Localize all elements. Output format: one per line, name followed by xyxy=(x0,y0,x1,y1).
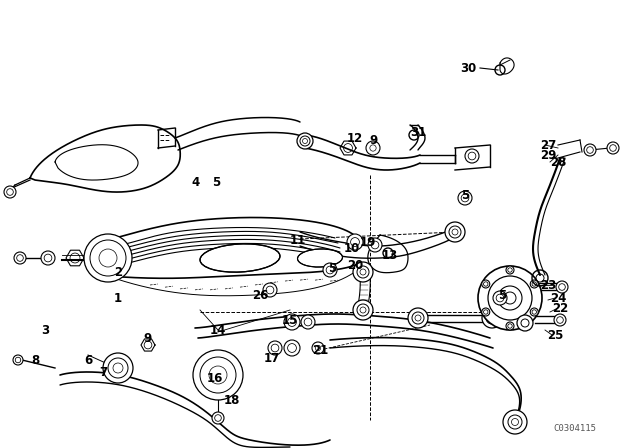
Circle shape xyxy=(13,355,23,365)
Circle shape xyxy=(531,280,538,288)
Circle shape xyxy=(90,240,126,276)
Circle shape xyxy=(212,412,224,424)
Text: 20: 20 xyxy=(347,258,363,271)
Circle shape xyxy=(482,280,490,288)
Text: 24: 24 xyxy=(550,292,566,305)
Text: 7: 7 xyxy=(99,366,107,379)
Text: 21: 21 xyxy=(312,344,328,357)
Text: 14: 14 xyxy=(210,323,226,336)
Text: 3: 3 xyxy=(41,323,49,336)
Circle shape xyxy=(284,314,300,330)
Circle shape xyxy=(366,141,380,155)
Text: 5: 5 xyxy=(498,289,506,302)
Text: 31: 31 xyxy=(410,125,426,138)
Text: 12: 12 xyxy=(347,132,363,145)
Text: 22: 22 xyxy=(552,302,568,314)
Text: 27: 27 xyxy=(540,138,556,151)
Text: 2: 2 xyxy=(114,266,122,279)
Circle shape xyxy=(193,350,243,400)
Circle shape xyxy=(4,186,16,198)
Ellipse shape xyxy=(200,244,280,272)
Text: 5: 5 xyxy=(212,176,220,189)
Circle shape xyxy=(517,315,533,331)
Text: 19: 19 xyxy=(360,236,376,249)
Text: 17: 17 xyxy=(264,352,280,365)
Circle shape xyxy=(268,341,282,355)
Circle shape xyxy=(482,308,502,328)
Text: 6: 6 xyxy=(84,353,92,366)
Text: 10: 10 xyxy=(344,241,360,254)
Circle shape xyxy=(323,263,337,277)
Circle shape xyxy=(408,308,428,328)
Text: 8: 8 xyxy=(31,353,39,366)
Circle shape xyxy=(607,142,619,154)
Circle shape xyxy=(14,252,26,264)
Circle shape xyxy=(584,144,596,156)
Text: 18: 18 xyxy=(224,393,240,406)
Text: 26: 26 xyxy=(252,289,268,302)
Circle shape xyxy=(556,281,568,293)
Text: C0304115: C0304115 xyxy=(554,423,596,432)
Text: 15: 15 xyxy=(282,314,298,327)
Circle shape xyxy=(316,345,321,351)
Text: 23: 23 xyxy=(540,279,556,292)
Circle shape xyxy=(284,340,300,356)
Circle shape xyxy=(465,149,479,163)
Circle shape xyxy=(482,308,490,316)
Text: 30: 30 xyxy=(460,61,476,74)
Text: 11: 11 xyxy=(290,233,306,246)
Circle shape xyxy=(103,353,133,383)
Circle shape xyxy=(445,222,465,242)
Circle shape xyxy=(297,133,313,149)
Text: 13: 13 xyxy=(382,249,398,262)
Circle shape xyxy=(263,283,277,297)
Circle shape xyxy=(493,291,507,305)
Circle shape xyxy=(506,322,514,330)
Text: 25: 25 xyxy=(547,328,563,341)
Circle shape xyxy=(458,191,472,205)
Circle shape xyxy=(353,262,373,282)
Circle shape xyxy=(478,266,542,330)
Text: 28: 28 xyxy=(550,155,566,168)
Text: 5: 5 xyxy=(328,262,336,275)
Circle shape xyxy=(84,234,132,282)
Text: 9: 9 xyxy=(144,332,152,345)
Ellipse shape xyxy=(298,249,342,267)
Circle shape xyxy=(347,234,363,250)
Circle shape xyxy=(301,315,315,329)
Circle shape xyxy=(368,238,382,252)
Circle shape xyxy=(554,314,566,326)
Circle shape xyxy=(503,410,527,434)
Text: 4: 4 xyxy=(192,176,200,189)
Text: 16: 16 xyxy=(207,371,223,384)
Circle shape xyxy=(312,342,324,354)
Circle shape xyxy=(41,251,55,265)
Circle shape xyxy=(506,266,514,274)
Text: 1: 1 xyxy=(114,292,122,305)
Text: 9: 9 xyxy=(370,134,378,146)
Circle shape xyxy=(370,145,376,151)
Circle shape xyxy=(531,308,538,316)
Circle shape xyxy=(200,357,236,393)
Circle shape xyxy=(498,286,522,310)
Text: 29: 29 xyxy=(540,148,556,161)
Text: 5: 5 xyxy=(461,189,469,202)
Circle shape xyxy=(353,300,373,320)
